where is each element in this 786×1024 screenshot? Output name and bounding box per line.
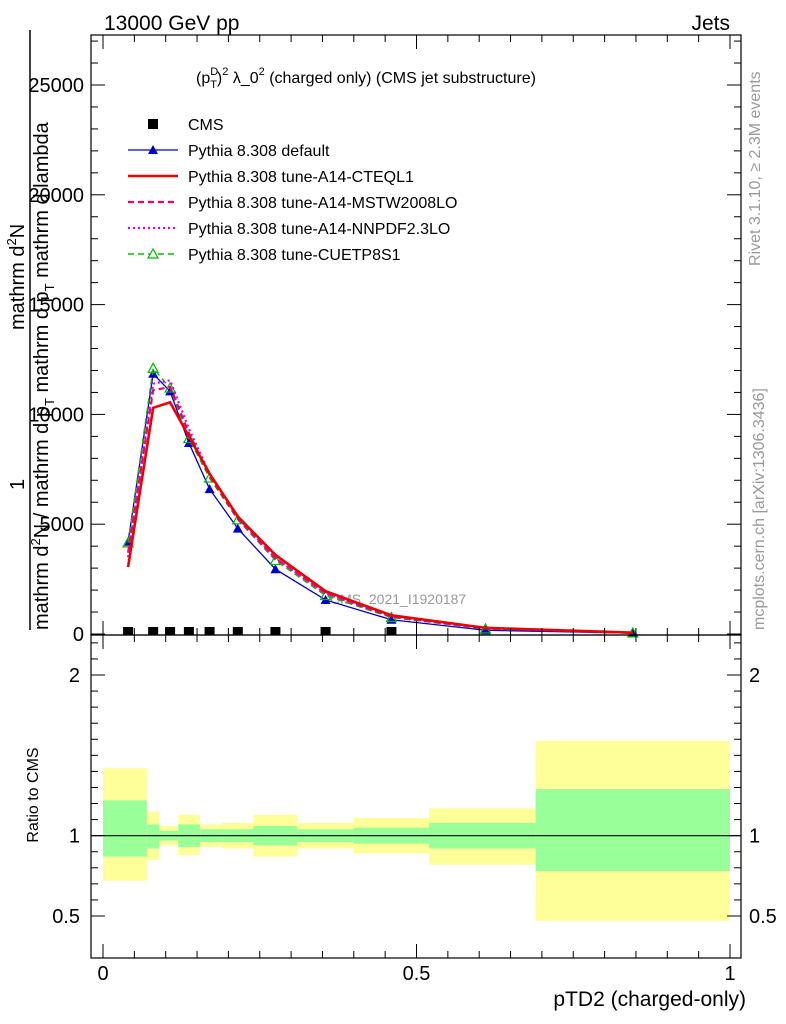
y-den-sub2: T <box>42 283 57 291</box>
ratio-y-tick-label: 2 <box>69 665 80 687</box>
y-den-c: mathrm d p <box>31 291 53 398</box>
ratio-bands <box>91 740 741 921</box>
main-title: (pD T)2 λ_02 (charged only) (CMS jet subs… <box>196 66 536 91</box>
axes: 0 5000 10000 15000 20000 25000 0 0.5 1 0.5 0.5 1 1 2 2 <box>28 34 777 985</box>
title-sup1: D <box>210 66 218 78</box>
series-marker-1 <box>270 564 281 574</box>
y-label-numerator: mathrm d2N <box>4 224 29 330</box>
legend-label-2: Pythia 8.308 tune-A14-CTEQL1 <box>188 169 414 186</box>
ratio-y-tick-label-right: 0.5 <box>749 906 777 928</box>
ratio-y-tick-label-right: 1 <box>749 826 760 848</box>
legend-label-0: CMS <box>188 117 224 134</box>
title-sup2: 2 <box>222 66 228 78</box>
cms-data-point <box>320 627 331 635</box>
legend-label-1: Pythia 8.308 default <box>188 143 330 160</box>
y-den-sub1: T <box>42 398 57 406</box>
main-y-label: 1 mathrm d2N mathrm d2N / mathrm d pT ma… <box>4 30 57 630</box>
cms-data-point <box>183 627 194 635</box>
legend-label-4: Pythia 8.308 tune-A14-NNPDF2.3LO <box>188 221 450 238</box>
x-tick-label: 1 <box>724 963 735 985</box>
cms-data-point <box>148 627 159 635</box>
ratio-y-tick-label: 1 <box>69 826 80 848</box>
legend-marker-5 <box>146 247 160 259</box>
series-marker-1 <box>165 386 176 396</box>
title-part-b: ) <box>217 70 222 87</box>
cms-data-point <box>386 627 397 635</box>
series-line-2 <box>126 400 633 634</box>
ratio-y-tick-label-right: 2 <box>749 665 760 687</box>
y-den-sup: 2 <box>28 538 43 545</box>
y-num-sup: 2 <box>4 238 19 245</box>
legend-marker-1 <box>148 145 158 154</box>
main-y-tick-label: 25000 <box>28 75 84 97</box>
main-y-tick-label: 0 <box>73 624 84 646</box>
ratio-inner-band-1 <box>146 824 160 849</box>
ratio-inner-band-10 <box>535 789 730 872</box>
series-marker-1 <box>232 523 243 533</box>
mcplots-label: mcplots.cern.ch [arXiv:1306.3436] <box>751 388 768 630</box>
y-den-a: mathrm d <box>31 546 53 630</box>
y-label-denominator: mathrm d2N / mathrm d pT mathrm d pT mat… <box>28 121 57 630</box>
series-marker-1 <box>480 625 491 635</box>
header-left: 13000 GeV pp <box>104 12 239 35</box>
title-part-d: (charged only) (CMS jet substructure) <box>265 70 536 87</box>
header-right: Jets <box>691 12 730 35</box>
main-y-tick-label: 5000 <box>40 514 85 536</box>
y-num-a: mathrm d <box>7 246 29 330</box>
rivet-label: Rivet 3.1.10, ≥ 2.3M events <box>747 71 764 266</box>
x-tick-label: 0.5 <box>403 963 431 985</box>
title-sub1: T <box>210 79 217 91</box>
cms-data-point <box>270 627 281 635</box>
series-marker-5 <box>269 554 282 566</box>
cms-data-point <box>232 627 243 635</box>
x-axis-label: pTD2 (charged-only) <box>553 988 746 1011</box>
title-sup3: 2 <box>259 66 265 78</box>
y-label-one: 1 <box>7 479 29 490</box>
y-num-b: N <box>7 224 29 238</box>
y-den-b: N / mathrm d p <box>31 406 53 538</box>
ratio-inner-band-0 <box>103 800 147 857</box>
cms-data-point <box>165 627 176 635</box>
series-marker-1 <box>148 368 159 378</box>
cms-data-point <box>123 627 134 635</box>
title-part-a: (p <box>196 70 210 87</box>
main-y-tick-label: 10000 <box>28 404 84 426</box>
legend-marker-cms <box>148 119 158 129</box>
x-tick-label: 0 <box>97 963 108 985</box>
legend: CMS Pythia 8.308 default Pythia 8.308 tune… <box>128 117 457 264</box>
main-y-tick-label: 15000 <box>28 295 84 317</box>
ratio-y-label: Ratio to CMS <box>25 747 42 842</box>
main-y-tick-label: 20000 <box>28 185 84 207</box>
series-marker-1 <box>204 484 215 494</box>
analysis-watermark: CMS_2021_I1920187 <box>330 591 466 607</box>
legend-label-3: Pythia 8.308 tune-A14-MSTW2008LO <box>188 195 457 212</box>
main-series <box>122 362 639 638</box>
title-part-c: λ_0 <box>228 70 258 87</box>
series-marker-5 <box>182 432 195 444</box>
legend-label-5: Pythia 8.308 tune-CUETP8S1 <box>188 247 401 264</box>
cms-data-point <box>204 627 215 635</box>
series-marker-5 <box>147 362 160 373</box>
y-den-d: mathrm d lambda <box>31 121 53 283</box>
ratio-y-tick-label: 0.5 <box>52 906 80 928</box>
